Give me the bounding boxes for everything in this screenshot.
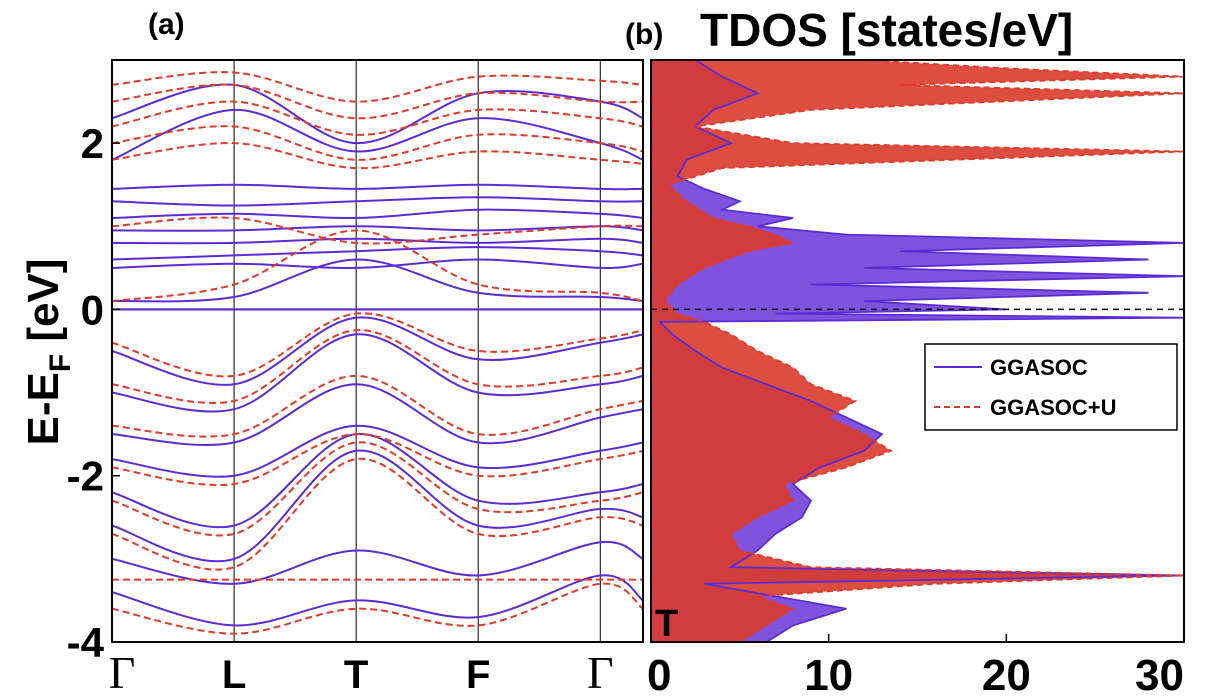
band-ggasoc-u [112,433,643,486]
band-ggasoc [112,225,643,232]
band-ggasoc [112,574,643,627]
band-curves [112,71,643,635]
dos-curves [651,60,1184,642]
band-ggasoc [112,108,643,161]
x-tick-label: 0 [647,651,671,697]
band-ggasoc [112,196,643,207]
kpoint-label: Γ [587,647,614,697]
y-tick-label: 2 [81,120,104,167]
dos-title: TDOS [states/eV] [700,4,1073,56]
band-ggasoc [112,246,643,261]
kpoint-lines [233,60,601,642]
y-axis-label-unit: [eV] [19,258,68,353]
x-tick-label: 30 [1135,651,1184,697]
band-ggasoc-u [112,71,643,103]
legend: GGASOC GGASOC+U [924,343,1178,431]
band-ggasoc-u [112,83,643,120]
band-ggasoc-u [112,125,643,161]
legend-label-ggasoc-u: GGASOC+U [990,395,1117,420]
kpoint-label: F [466,653,490,697]
band-ggasoc [112,449,643,563]
kpoint-label: T [344,653,368,697]
y-axis-label-main: E-E [19,372,68,445]
band-ggasoc [112,208,643,220]
dos-inset-label: T [655,603,678,645]
dos-panel-frame [650,59,1185,643]
band-ggasoc [112,258,643,303]
kpoint-label: Γ [109,647,136,697]
dos-line-ggasoc [657,60,1184,642]
x-tick-label: 10 [804,651,853,697]
band-ggasoc-u [112,441,643,537]
band-ggasoc-u [112,458,643,571]
legend-label-ggasoc: GGASOC [990,355,1088,380]
panel-label-a: (a) [148,8,185,41]
y-axis-label: E-EF [eV] [19,258,77,445]
band-ggasoc [112,424,643,478]
band-ggasoc-u [112,216,643,245]
dos-panel: 0 10 20 30 T GGASOC GGASOC+U [647,59,1185,697]
y-axis-label-sub: F [44,354,77,372]
band-ggasoc-u [112,374,643,438]
y-ticks: 2 0 -2 -4 [67,120,120,666]
panel-label-b: (b) [625,18,663,51]
x-ticks: 0 10 20 30 [647,634,1185,697]
band-ggasoc-u [112,312,643,378]
legend-box [924,343,1178,431]
svg-text:E-EF [eV]: E-EF [eV] [19,258,77,445]
band-structure-panel: 2 0 -2 -4 Γ L T F Γ [67,59,644,697]
band-ggasoc-u [112,142,643,170]
band-ggasoc-u [112,100,643,136]
band-ggasoc [112,316,643,386]
dos-fill-ggasoc-u [651,60,1184,642]
band-ggasoc-u [112,582,643,635]
y-tick-label: -4 [67,619,105,666]
y-tick-label: 0 [81,286,104,333]
y-tick-label: -2 [67,453,104,500]
dos-line-ggasoc-u [664,60,1184,642]
band-ggasoc [112,383,643,446]
band-ggasoc [112,541,643,585]
band-ggasoc [112,433,643,529]
band-ggasoc-u [112,329,643,404]
band-panel-frame [111,59,644,643]
band-ggasoc [112,258,643,269]
band-ggasoc [112,237,643,245]
x-tick-label: 20 [982,651,1031,697]
band-ggasoc [112,183,643,191]
kpoint-label: L [222,653,246,697]
band-ggasoc [112,333,643,413]
